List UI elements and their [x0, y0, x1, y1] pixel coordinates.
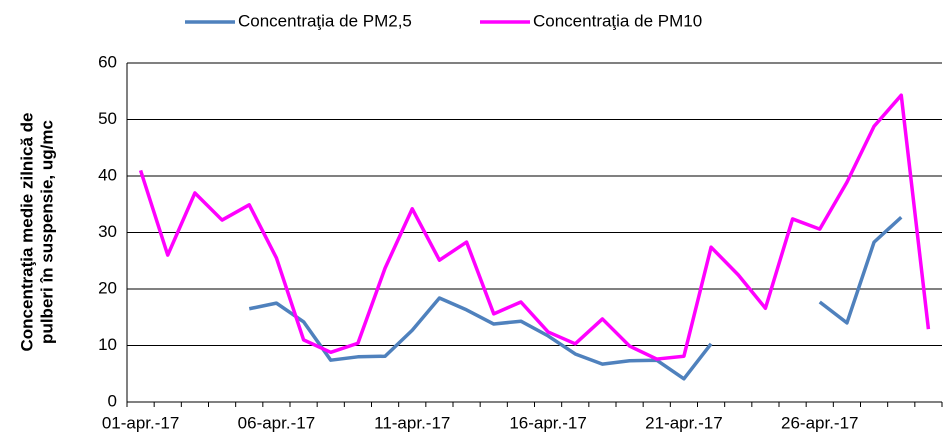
x-tick-label: 16-apr.-17	[509, 413, 587, 432]
x-tick-label: 01-apr.-17	[102, 413, 180, 432]
x-tick-label: 06-apr.-17	[238, 413, 316, 432]
y-label-line: Concentraţia medie zilnică de	[17, 112, 36, 351]
y-tick-label: 0	[108, 391, 117, 410]
x-tick-label: 21-apr.-17	[645, 413, 723, 432]
y-axis-title: Concentraţia medie zilnică de pulberi în…	[17, 112, 56, 351]
y-tick-label: 20	[98, 278, 117, 297]
series-line	[138, 93, 931, 361]
y-label-line: pulberi în suspensie, ug/mc	[37, 120, 56, 344]
y-tick-label: 30	[98, 222, 117, 241]
x-tick-label: 26-apr.-17	[781, 413, 859, 432]
legend-label: Concentraţia de PM10	[533, 11, 702, 30]
y-tick-label: 50	[98, 109, 117, 128]
y-tick-label: 60	[98, 52, 117, 71]
y-tick-label: 40	[98, 165, 117, 184]
legend-label: Concentraţia de PM2,5	[238, 11, 412, 30]
x-tick-label: 11-apr.-17	[374, 413, 450, 432]
y-tick-label: 10	[98, 335, 117, 354]
series-line	[248, 215, 903, 381]
